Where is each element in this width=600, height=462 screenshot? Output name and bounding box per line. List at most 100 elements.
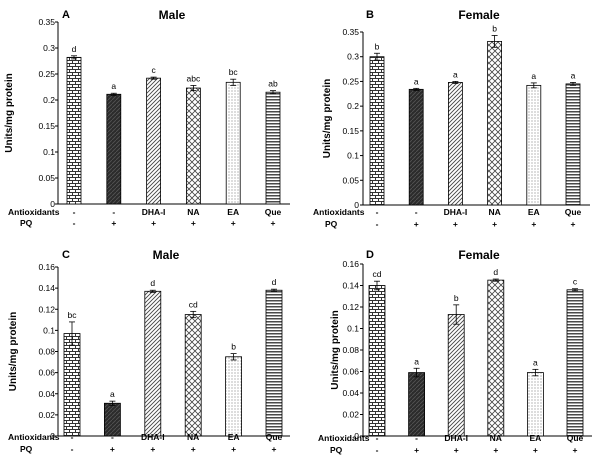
y-tick-label: 0.04 <box>38 389 55 399</box>
y-tick-label: 0.15 <box>342 126 359 136</box>
y-tick-label: 0 <box>354 431 359 441</box>
pq-label: + <box>231 444 236 454</box>
y-tick-label: 0.25 <box>38 69 55 79</box>
bar <box>565 83 581 206</box>
bar <box>447 314 465 437</box>
y-tick-label: 0.1 <box>347 324 359 334</box>
pq-label: + <box>453 219 458 229</box>
bar <box>408 372 426 437</box>
significance-label: bc <box>68 310 78 320</box>
pq-row-label: PQ <box>325 219 338 229</box>
bar <box>265 289 283 437</box>
y-tick-label: 0.14 <box>38 283 55 293</box>
pq-label: + <box>111 218 116 228</box>
antioxidant-label: EA <box>529 433 541 443</box>
significance-label: c <box>151 65 156 75</box>
bar <box>63 333 81 437</box>
y-tick-label: 0.08 <box>342 345 359 355</box>
significance-label: bc <box>229 67 239 77</box>
significance-label: a <box>111 81 116 91</box>
pq-label: + <box>533 445 538 455</box>
pq-label: + <box>493 445 498 455</box>
bar <box>487 279 505 437</box>
bar <box>526 84 542 206</box>
significance-label: ab <box>268 79 278 89</box>
pq-label: + <box>531 219 536 229</box>
pq-label: + <box>191 218 196 228</box>
chart-title: Female <box>458 8 500 22</box>
antioxidant-label: DHA-I <box>142 207 166 217</box>
pq-label: + <box>272 444 277 454</box>
bar <box>225 356 243 437</box>
chart-panel-d: D Female Units/mg protein 0 0.02 0.04 0.06 0.08… <box>318 248 592 455</box>
y-tick-label: 0.16 <box>38 262 55 272</box>
significance-label: d <box>493 267 498 277</box>
antioxidant-label: - <box>111 432 114 442</box>
antioxidant-label: - <box>376 433 379 443</box>
pq-label: + <box>454 445 459 455</box>
y-tick-label: 0 <box>50 199 55 209</box>
bar <box>185 87 201 205</box>
y-tick-label: 0.1 <box>43 147 55 157</box>
bar <box>225 81 241 205</box>
pq-label: + <box>151 218 156 228</box>
significance-label: d <box>150 278 155 288</box>
y-tick-label: 0 <box>354 200 359 210</box>
antioxidant-label: Que <box>265 207 282 217</box>
antioxidant-label: - <box>112 207 115 217</box>
pq-label: + <box>414 219 419 229</box>
y-tick-label: 0.04 <box>342 388 359 398</box>
antioxidant-label: Que <box>266 432 283 442</box>
bar <box>368 285 386 437</box>
antioxidant-label: - <box>415 207 418 217</box>
y-tick-label: 0.35 <box>38 17 55 27</box>
significance-label: cd <box>373 269 382 279</box>
y-axis-label: Units/mg protein <box>330 310 341 389</box>
bar <box>106 93 122 205</box>
antioxidant-label: - <box>73 207 76 217</box>
pq-label: - <box>376 445 379 455</box>
panel-letter: A <box>62 9 70 21</box>
bar <box>408 88 424 206</box>
bar <box>144 290 162 437</box>
pq-label: + <box>573 445 578 455</box>
y-axis-label: Units/mg protein <box>4 73 15 152</box>
y-tick-label: 0.2 <box>347 101 359 111</box>
antioxidants-row-label: Antioxidants <box>8 432 60 442</box>
pq-label: + <box>571 219 576 229</box>
significance-label: abc <box>187 73 201 83</box>
antioxidants-row-label: Antioxidants <box>313 207 365 217</box>
antioxidant-label: DHA-I <box>141 432 165 442</box>
y-tick-label: 0.05 <box>342 175 359 185</box>
antioxidants-row-label: Antioxidants <box>8 207 60 217</box>
y-axis-label: Units/mg protein <box>322 79 333 158</box>
pq-label: + <box>414 445 419 455</box>
pq-row-label: PQ <box>20 444 33 454</box>
pq-label: + <box>110 444 115 454</box>
antioxidant-label: - <box>71 432 74 442</box>
pq-label: + <box>150 444 155 454</box>
significance-label: a <box>414 356 419 366</box>
significance-label: a <box>110 389 115 399</box>
pq-label: + <box>191 444 196 454</box>
chart-title: Male <box>159 8 186 22</box>
panel-letter: D <box>366 249 374 261</box>
significance-label: b <box>375 41 380 51</box>
antioxidant-label: Que <box>565 207 582 217</box>
y-tick-label: 0.1 <box>43 325 55 335</box>
y-tick-label: 0.08 <box>38 347 55 357</box>
y-tick-label: 0.3 <box>347 52 359 62</box>
antioxidant-label: NA <box>187 432 199 442</box>
y-tick-label: 0 <box>50 431 55 441</box>
antioxidant-label: - <box>415 433 418 443</box>
significance-label: a <box>531 71 536 81</box>
y-tick-label: 0.35 <box>342 27 359 37</box>
antioxidant-label: NA <box>187 207 199 217</box>
y-tick-label: 0.06 <box>38 368 55 378</box>
significance-label: b <box>231 342 236 352</box>
significance-label: a <box>571 70 576 80</box>
antioxidant-label: DHA-I <box>444 207 468 217</box>
significance-label: c <box>573 277 578 287</box>
pq-row-label: PQ <box>20 218 33 228</box>
